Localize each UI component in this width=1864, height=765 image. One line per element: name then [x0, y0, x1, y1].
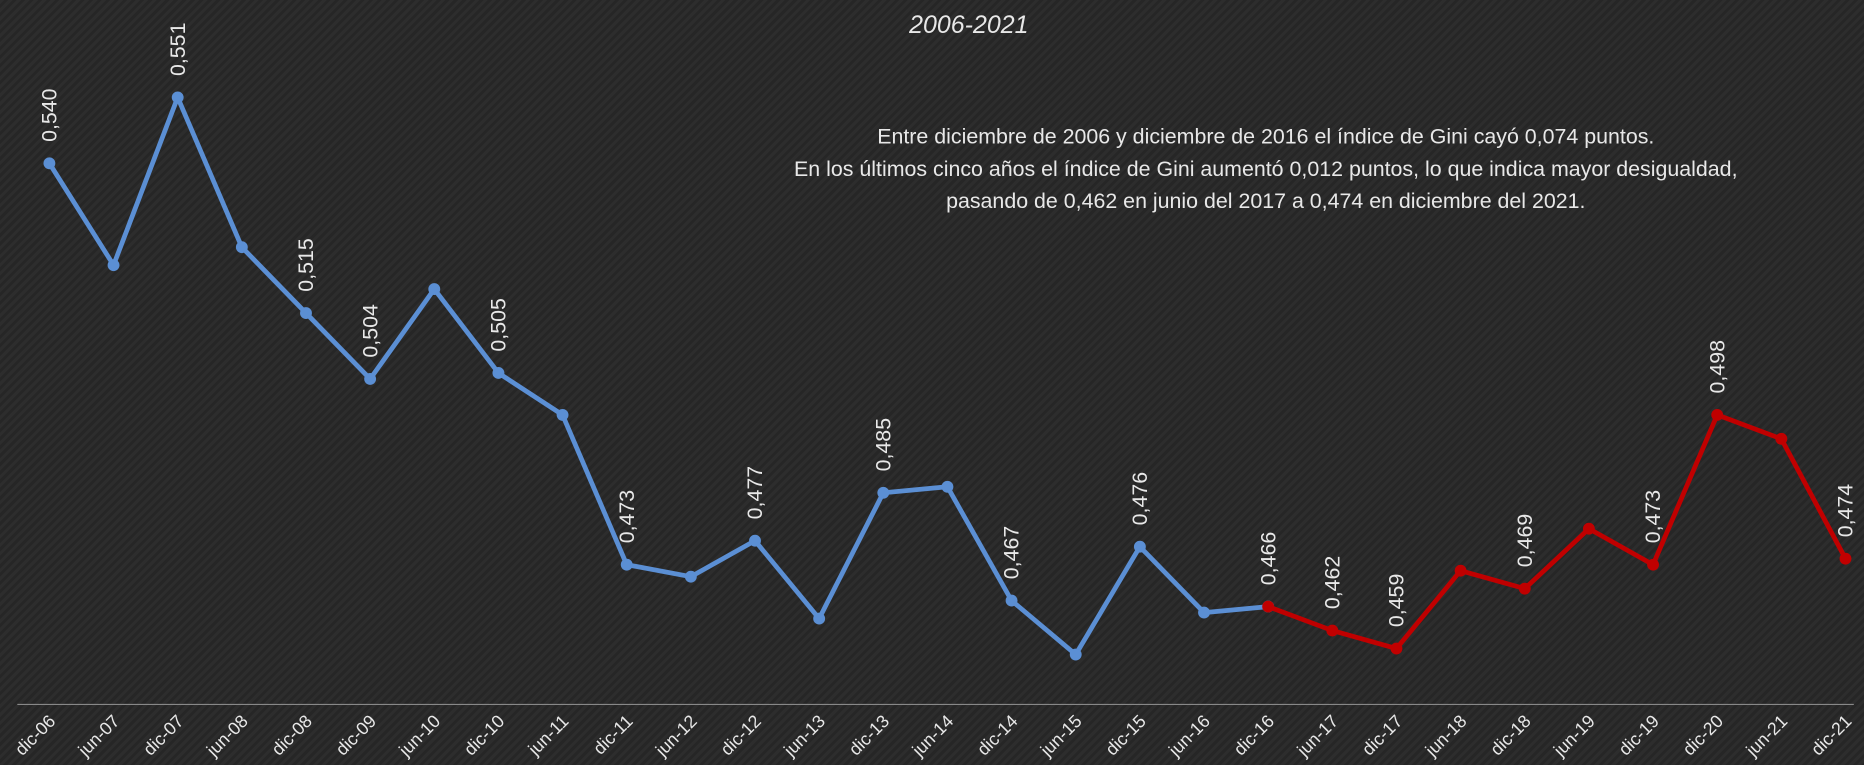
annotation: pasando de 0,462 en junio del 2017 a 0,4…: [946, 189, 1585, 213]
series-line: [47, 95, 1269, 657]
data-point: [107, 259, 120, 272]
data-point: [813, 612, 826, 625]
data-point: [1198, 606, 1210, 619]
x-tick-label: dic-09: [332, 711, 380, 759]
data-point: [364, 373, 377, 385]
x-tick-label: dic-18: [1486, 711, 1534, 759]
data-label: 0,476: [1128, 472, 1152, 526]
x-tick-label: dic-20: [1679, 711, 1727, 759]
data-label: 0,515: [294, 238, 318, 291]
data-label: 0,505: [487, 298, 511, 351]
data-label: 0,474: [1834, 484, 1858, 538]
data-label: 0,540: [38, 88, 62, 142]
data-point: [620, 558, 633, 571]
x-tick-label: jun-19: [1549, 711, 1599, 761]
data-point: [171, 91, 184, 104]
data-point: [1454, 564, 1467, 577]
data-point: [1582, 522, 1595, 535]
data-label: 0,467: [1000, 526, 1024, 580]
x-tick-label: jun-18: [1421, 711, 1471, 761]
data-point: [1775, 432, 1788, 445]
x-tick-label: dic-11: [589, 711, 637, 759]
x-tick-label: dic-16: [1230, 711, 1278, 759]
x-tick-label: jun-13: [779, 711, 829, 761]
data-label: 0,498: [1705, 340, 1729, 394]
data-label: 0,473: [615, 490, 639, 543]
x-tick-label: dic-07: [139, 711, 187, 759]
data-label: 0,469: [1513, 514, 1537, 568]
x-tick-label: dic-12: [717, 711, 765, 759]
x-tick-label: dic-21: [1807, 711, 1855, 759]
data-point: [941, 480, 954, 493]
data-point: [1647, 558, 1659, 571]
data-point: [428, 283, 441, 296]
data-point: [1390, 642, 1403, 655]
x-tick-label: dic-08: [268, 711, 316, 759]
chart-title: 2006-2021: [908, 11, 1028, 39]
data-point: [1005, 594, 1018, 607]
x-tick-label: dic-10: [460, 711, 508, 759]
data-label: 0,477: [743, 466, 767, 519]
x-tick-label: jun-15: [1036, 711, 1086, 761]
data-label: 0,459: [1385, 574, 1409, 628]
data-point: [1262, 600, 1275, 613]
data-point: [1711, 408, 1724, 421]
x-tick-label: jun-10: [394, 711, 444, 761]
data-point: [43, 157, 56, 170]
data-label: 0,462: [1320, 556, 1344, 610]
x-tick-label: jun-14: [908, 711, 958, 761]
data-point: [1839, 552, 1852, 565]
x-tick-label: jun-08: [202, 711, 252, 761]
data-point: [1326, 624, 1339, 637]
x-tick-label: jun-17: [1292, 711, 1342, 761]
x-tick-label: jun-16: [1164, 711, 1214, 761]
data-label: 0,473: [1641, 490, 1665, 544]
x-tick-label: dic-13: [845, 711, 893, 759]
data-point: [877, 486, 890, 499]
data-point: [300, 307, 312, 320]
data-point: [556, 408, 569, 421]
data-label: 0,485: [871, 418, 895, 471]
data-point: [1069, 648, 1082, 661]
data-point: [1518, 582, 1531, 595]
data-point: [492, 367, 505, 379]
data-label: 0,551: [166, 23, 190, 76]
annotation: En los últimos cinco años el índice de G…: [794, 157, 1737, 181]
x-tick-label: dic-06: [11, 711, 59, 759]
data-point: [749, 534, 761, 547]
series-line: [1267, 412, 1848, 651]
data-label: 0,466: [1256, 532, 1280, 586]
x-tick-label: dic-15: [1101, 711, 1149, 759]
data-point: [684, 570, 697, 583]
data-label: 0,504: [358, 304, 382, 358]
x-tick-label: jun-21: [1741, 711, 1791, 761]
x-tick-label: jun-12: [651, 711, 701, 761]
data-point: [1133, 540, 1146, 553]
annotation: Entre diciembre de 2006 y diciembre de 2…: [877, 125, 1654, 149]
x-tick-label: jun-11: [524, 711, 573, 760]
x-tick-label: jun-07: [74, 711, 124, 761]
data-point: [235, 241, 248, 254]
x-tick-label: dic-19: [1615, 711, 1663, 759]
x-tick-label: dic-17: [1358, 711, 1406, 759]
x-tick-label: dic-14: [973, 711, 1021, 759]
